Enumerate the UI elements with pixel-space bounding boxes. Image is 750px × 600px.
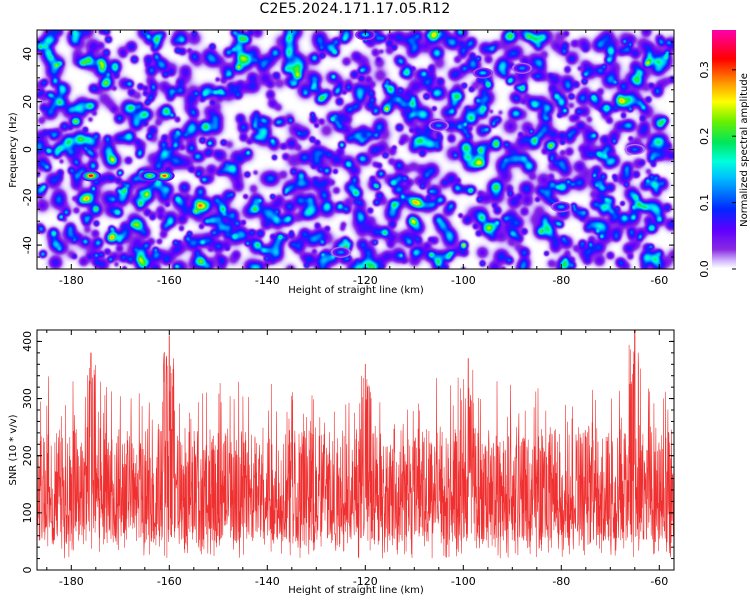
heatmap-feature-8	[624, 143, 646, 156]
x-tick-label: -60	[650, 274, 668, 287]
colorbar-tick-label: 0.1	[698, 194, 711, 212]
x-tick-label: -80	[552, 274, 570, 287]
feature-layer	[147, 174, 152, 177]
heatmap-feature-4	[511, 62, 533, 74]
feature-layer	[632, 148, 637, 151]
x-tick-label: -140	[255, 274, 280, 287]
colorbar-label: Normalized spectral amplitude	[739, 73, 750, 227]
heatmap-feature-0	[80, 170, 102, 182]
colorbar-ticks: 0.0 0.1 0.2 0.3	[698, 61, 736, 278]
heatmap-x-axis: -180 -160 -140 -120 -100 -80 -60	[46, 30, 668, 287]
chart-title: C2E5.2024.171.17.05.R12	[259, 1, 451, 17]
y-tick-label: -40	[21, 236, 34, 254]
heatmap-feature-2	[139, 170, 161, 182]
feature-layer	[162, 174, 167, 177]
y-tick-label: 0	[21, 146, 34, 153]
snr-ylabel: SNR (10 * v/v)	[8, 414, 19, 485]
heatmap-feature-9	[330, 246, 352, 258]
x-tick-label: -160	[157, 575, 182, 588]
y-tick-label: 300	[21, 388, 34, 409]
feature-layer	[338, 251, 343, 254]
x-tick-label: -140	[255, 575, 280, 588]
heatmap-feature-6	[550, 201, 572, 213]
colorbar-tick-label: 0.2	[698, 127, 711, 145]
heatmap-features	[80, 29, 646, 258]
x-tick-label: -160	[157, 274, 182, 287]
y-tick-label: 200	[21, 445, 34, 466]
feature-layer	[436, 124, 441, 127]
snr-frame	[36, 329, 675, 571]
heatmap-panel: -180 -160 -140 -120 -100 -80 -60 -40 -20 0 20 40 H…	[8, 29, 675, 296]
colorbar-gradient	[712, 30, 736, 269]
y-tick-label: 100	[21, 502, 34, 523]
snr-y-axis: 0 100 200 300 400	[21, 329, 674, 574]
heatmap-xlabel: Height of straight line (km)	[288, 285, 424, 296]
y-tick-label: -20	[21, 188, 34, 206]
x-tick-label: -100	[451, 575, 476, 588]
x-tick-label: -120	[353, 575, 378, 588]
heatmap-image	[37, 30, 674, 269]
snr-xlabel: Height of straight line (km)	[288, 585, 424, 596]
snr-x-axis: -180 -160 -140 -120 -100 -80 -60	[46, 330, 668, 588]
heatmap-y-axis: -40 -20 0 20 40	[21, 29, 674, 270]
feature-layer	[520, 67, 525, 70]
y-tick-label: 20	[21, 95, 34, 109]
heatmap-feature-3	[472, 67, 494, 79]
y-tick-label: 0	[21, 567, 34, 574]
colorbar: 0.0 0.1 0.2 0.3 Normalized spectral amplitu…	[698, 30, 750, 278]
heatmap-feature-1	[154, 170, 175, 182]
colorbar-tick-label: 0.3	[698, 61, 711, 79]
colorbar-tick-label: 0.0	[698, 260, 711, 278]
y-tick-label: 40	[21, 47, 34, 61]
x-tick-label: -180	[59, 575, 84, 588]
feature-layer	[480, 71, 485, 75]
feature-layer	[88, 174, 93, 177]
snr-series-line	[37, 330, 674, 559]
heatmap-ylabel: Frequency (Hz)	[8, 112, 19, 188]
x-tick-label: -180	[59, 274, 84, 287]
x-tick-label: -120	[353, 274, 378, 287]
x-tick-label: -100	[451, 274, 476, 287]
feature-layer	[559, 205, 564, 208]
y-tick-label: 400	[21, 331, 34, 352]
x-tick-label: -60	[650, 575, 668, 588]
heatmap-feature-7	[428, 120, 450, 132]
snr-panel: -180 -160 -140 -120 -100 -80 -60 0 100 200 300 400…	[8, 329, 675, 596]
x-tick-label: -80	[552, 575, 570, 588]
